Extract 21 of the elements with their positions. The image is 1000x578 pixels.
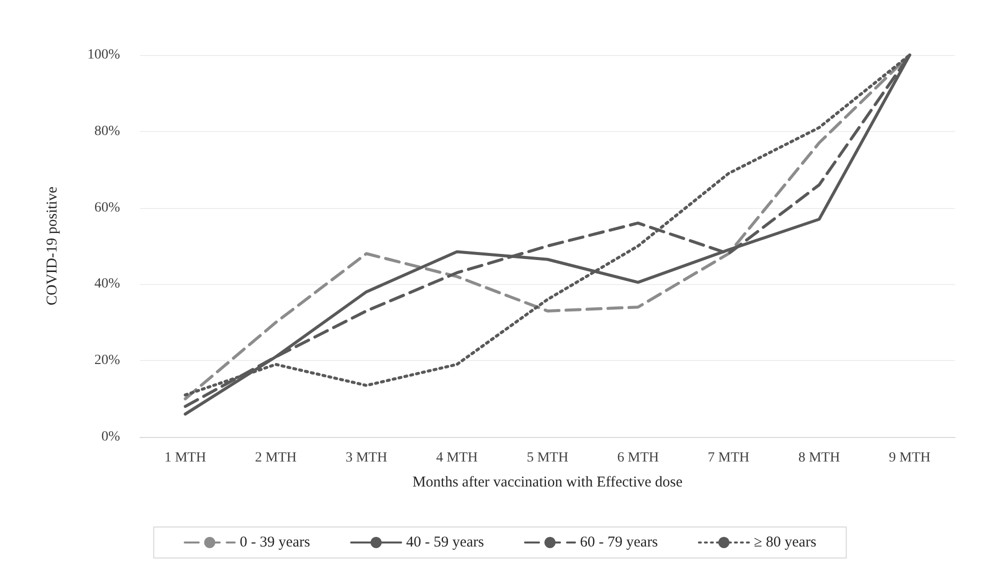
x-tick-label: 7 MTH [708,450,750,466]
y-tick-label: 20% [94,353,120,368]
x-tick-label: 4 MTH [436,450,478,466]
x-tick-label: 6 MTH [617,450,659,466]
y-tick-label: 0% [101,430,120,444]
x-tick-label: 1 MTH [164,450,206,466]
x-tick-label: 2 MTH [255,450,297,466]
x-axis-title: Months after vaccination with Effective dose [412,474,683,490]
legend-label: 40 - 59 years [406,534,484,550]
y-tick-label: 40% [94,276,120,292]
legend-label: 0 - 39 years [240,534,310,550]
legend-label: 60 - 79 years [580,534,658,550]
x-tick-label: 8 MTH [798,450,840,466]
y-axis-title: COVID-19 positive [44,186,60,306]
legend-label: ≥ 80 years [754,534,816,550]
y-tick-label: 80% [94,124,120,139]
x-tick-label: 9 MTH [888,450,931,466]
y-tick-label: 100% [87,48,120,62]
y-tick-label: 60% [94,200,120,216]
x-tick-label: 3 MTH [346,450,388,466]
x-tick-label: 5 MTH [526,450,568,466]
